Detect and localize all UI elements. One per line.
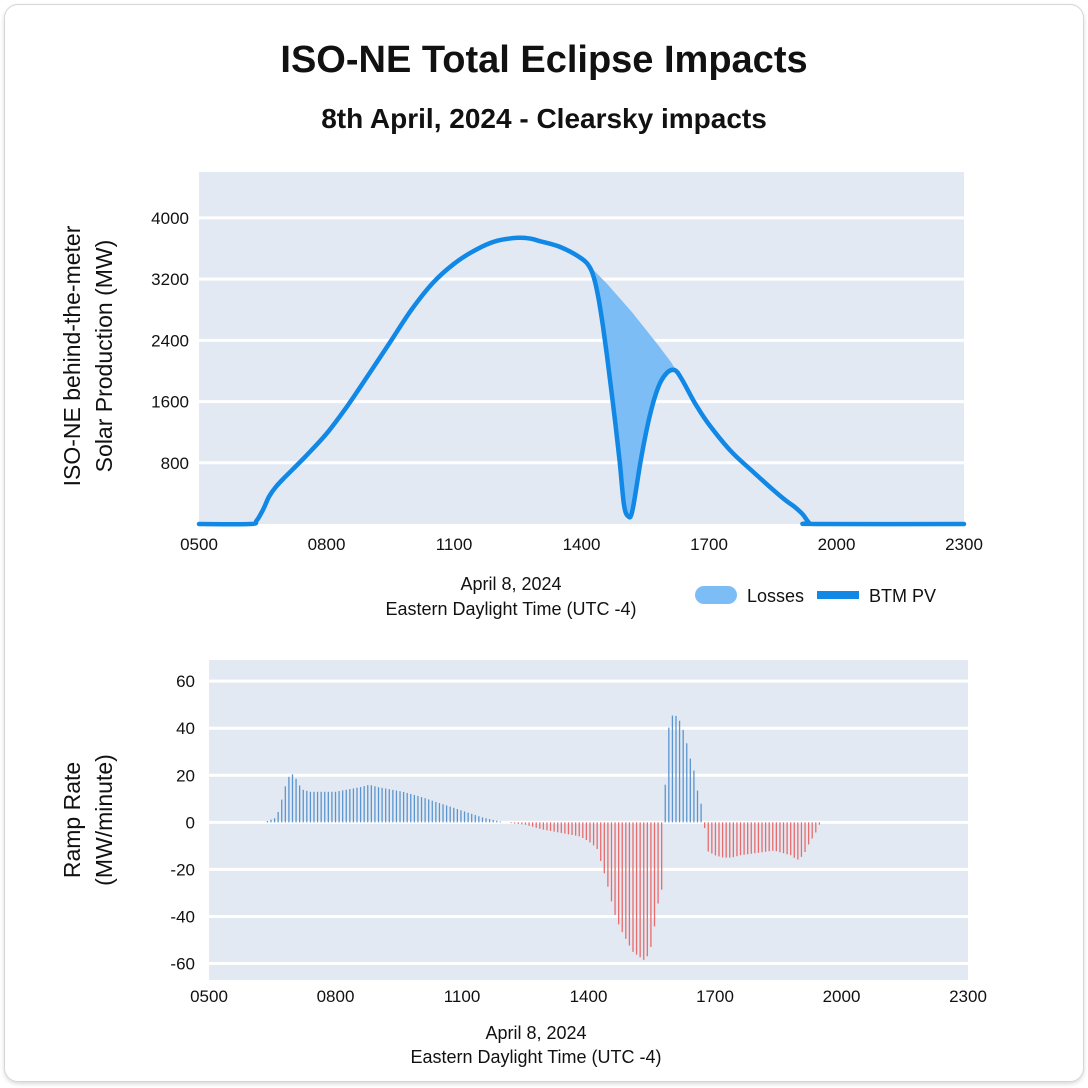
top-x-tick-label: 1400 [563,535,601,554]
bottom-y-tick-label: -60 [170,955,195,974]
bottom-y-tick-label: 40 [176,719,195,738]
top-x-axis-label-line2: Eastern Daylight Time (UTC -4) [385,599,636,619]
top-x-tick-label: 0800 [308,535,346,554]
top-x-tick-label: 1100 [436,535,473,554]
bottom-y-tick-label: 0 [186,813,195,832]
losses-area [581,258,682,517]
legend-btm-label: BTM PV [869,586,936,606]
bottom-y-axis-label-line1: Ramp Rate [59,762,85,878]
legend-btm-swatch [817,591,859,599]
top-x-tick-label: 1700 [690,535,728,554]
legend-losses-label: Losses [747,586,804,606]
bottom-y-tick-label: -40 [170,907,195,926]
legend: Losses BTM PV [695,586,936,606]
bottom-gridlines [209,679,968,966]
top-y-tick-label: 1600 [151,393,189,412]
chart-subtitle: 8th April, 2024 - Clearsky impacts [321,103,767,134]
top-y-tick-labels: 800 1600 2400 3200 4000 [151,209,189,473]
top-y-tick-label: 3200 [151,270,189,289]
top-x-tick-labels: 0500 0800 1100 1400 1700 2000 2300 [180,535,983,554]
solar-production-chart: 800 1600 2400 3200 4000 0500 0800 1100 1400 1700… [59,172,983,619]
bottom-x-tick-label: 2000 [823,987,861,1006]
bottom-x-tick-label: 2300 [949,987,987,1006]
chart-title: ISO-NE Total Eclipse Impacts [280,39,807,81]
top-plot-area [199,172,964,524]
bottom-x-tick-label: 1400 [570,987,608,1006]
top-gridlines [199,216,964,465]
top-y-tick-label: 800 [161,454,189,473]
ramp-rate-chart: -60 -40 -20 0 20 40 60 0500 0800 1100 1400 1700 200… [59,660,987,1067]
bottom-x-tick-label: 0800 [317,987,355,1006]
bottom-x-tick-labels: 0500 0800 1100 1400 1700 2000 2300 [190,987,987,1006]
bottom-x-axis-label-line1: April 8, 2024 [485,1023,586,1043]
bottom-x-axis-label-line2: Eastern Daylight Time (UTC -4) [410,1047,661,1067]
bottom-y-axis-label-line2: (MW/minute) [91,754,117,886]
bottom-y-tick-labels: -60 -40 -20 0 20 40 60 [170,672,195,973]
top-x-tick-label: 2000 [818,535,856,554]
legend-losses-swatch [695,586,737,604]
top-x-tick-label: 2300 [945,535,983,554]
top-y-tick-label: 2400 [151,331,189,350]
bottom-x-tick-label: 1100 [444,987,481,1006]
bottom-x-tick-label: 0500 [190,987,228,1006]
top-y-axis-label-line1: ISO-NE behind-the-meter [59,225,85,486]
bottom-y-tick-label: 20 [176,766,195,785]
top-x-tick-label: 0500 [180,535,218,554]
top-y-tick-label: 4000 [151,209,189,228]
bottom-plot-area [209,660,968,980]
top-y-axis-label-line2: Solar Production (MW) [91,240,117,473]
bottom-x-tick-label: 1700 [696,987,734,1006]
bottom-y-tick-label: 60 [176,672,195,691]
bottom-y-tick-label: -20 [170,860,195,879]
top-x-axis-label-line1: April 8, 2024 [460,574,561,594]
btm-pv-line [196,235,967,527]
ramp-rate-bars [266,715,821,960]
